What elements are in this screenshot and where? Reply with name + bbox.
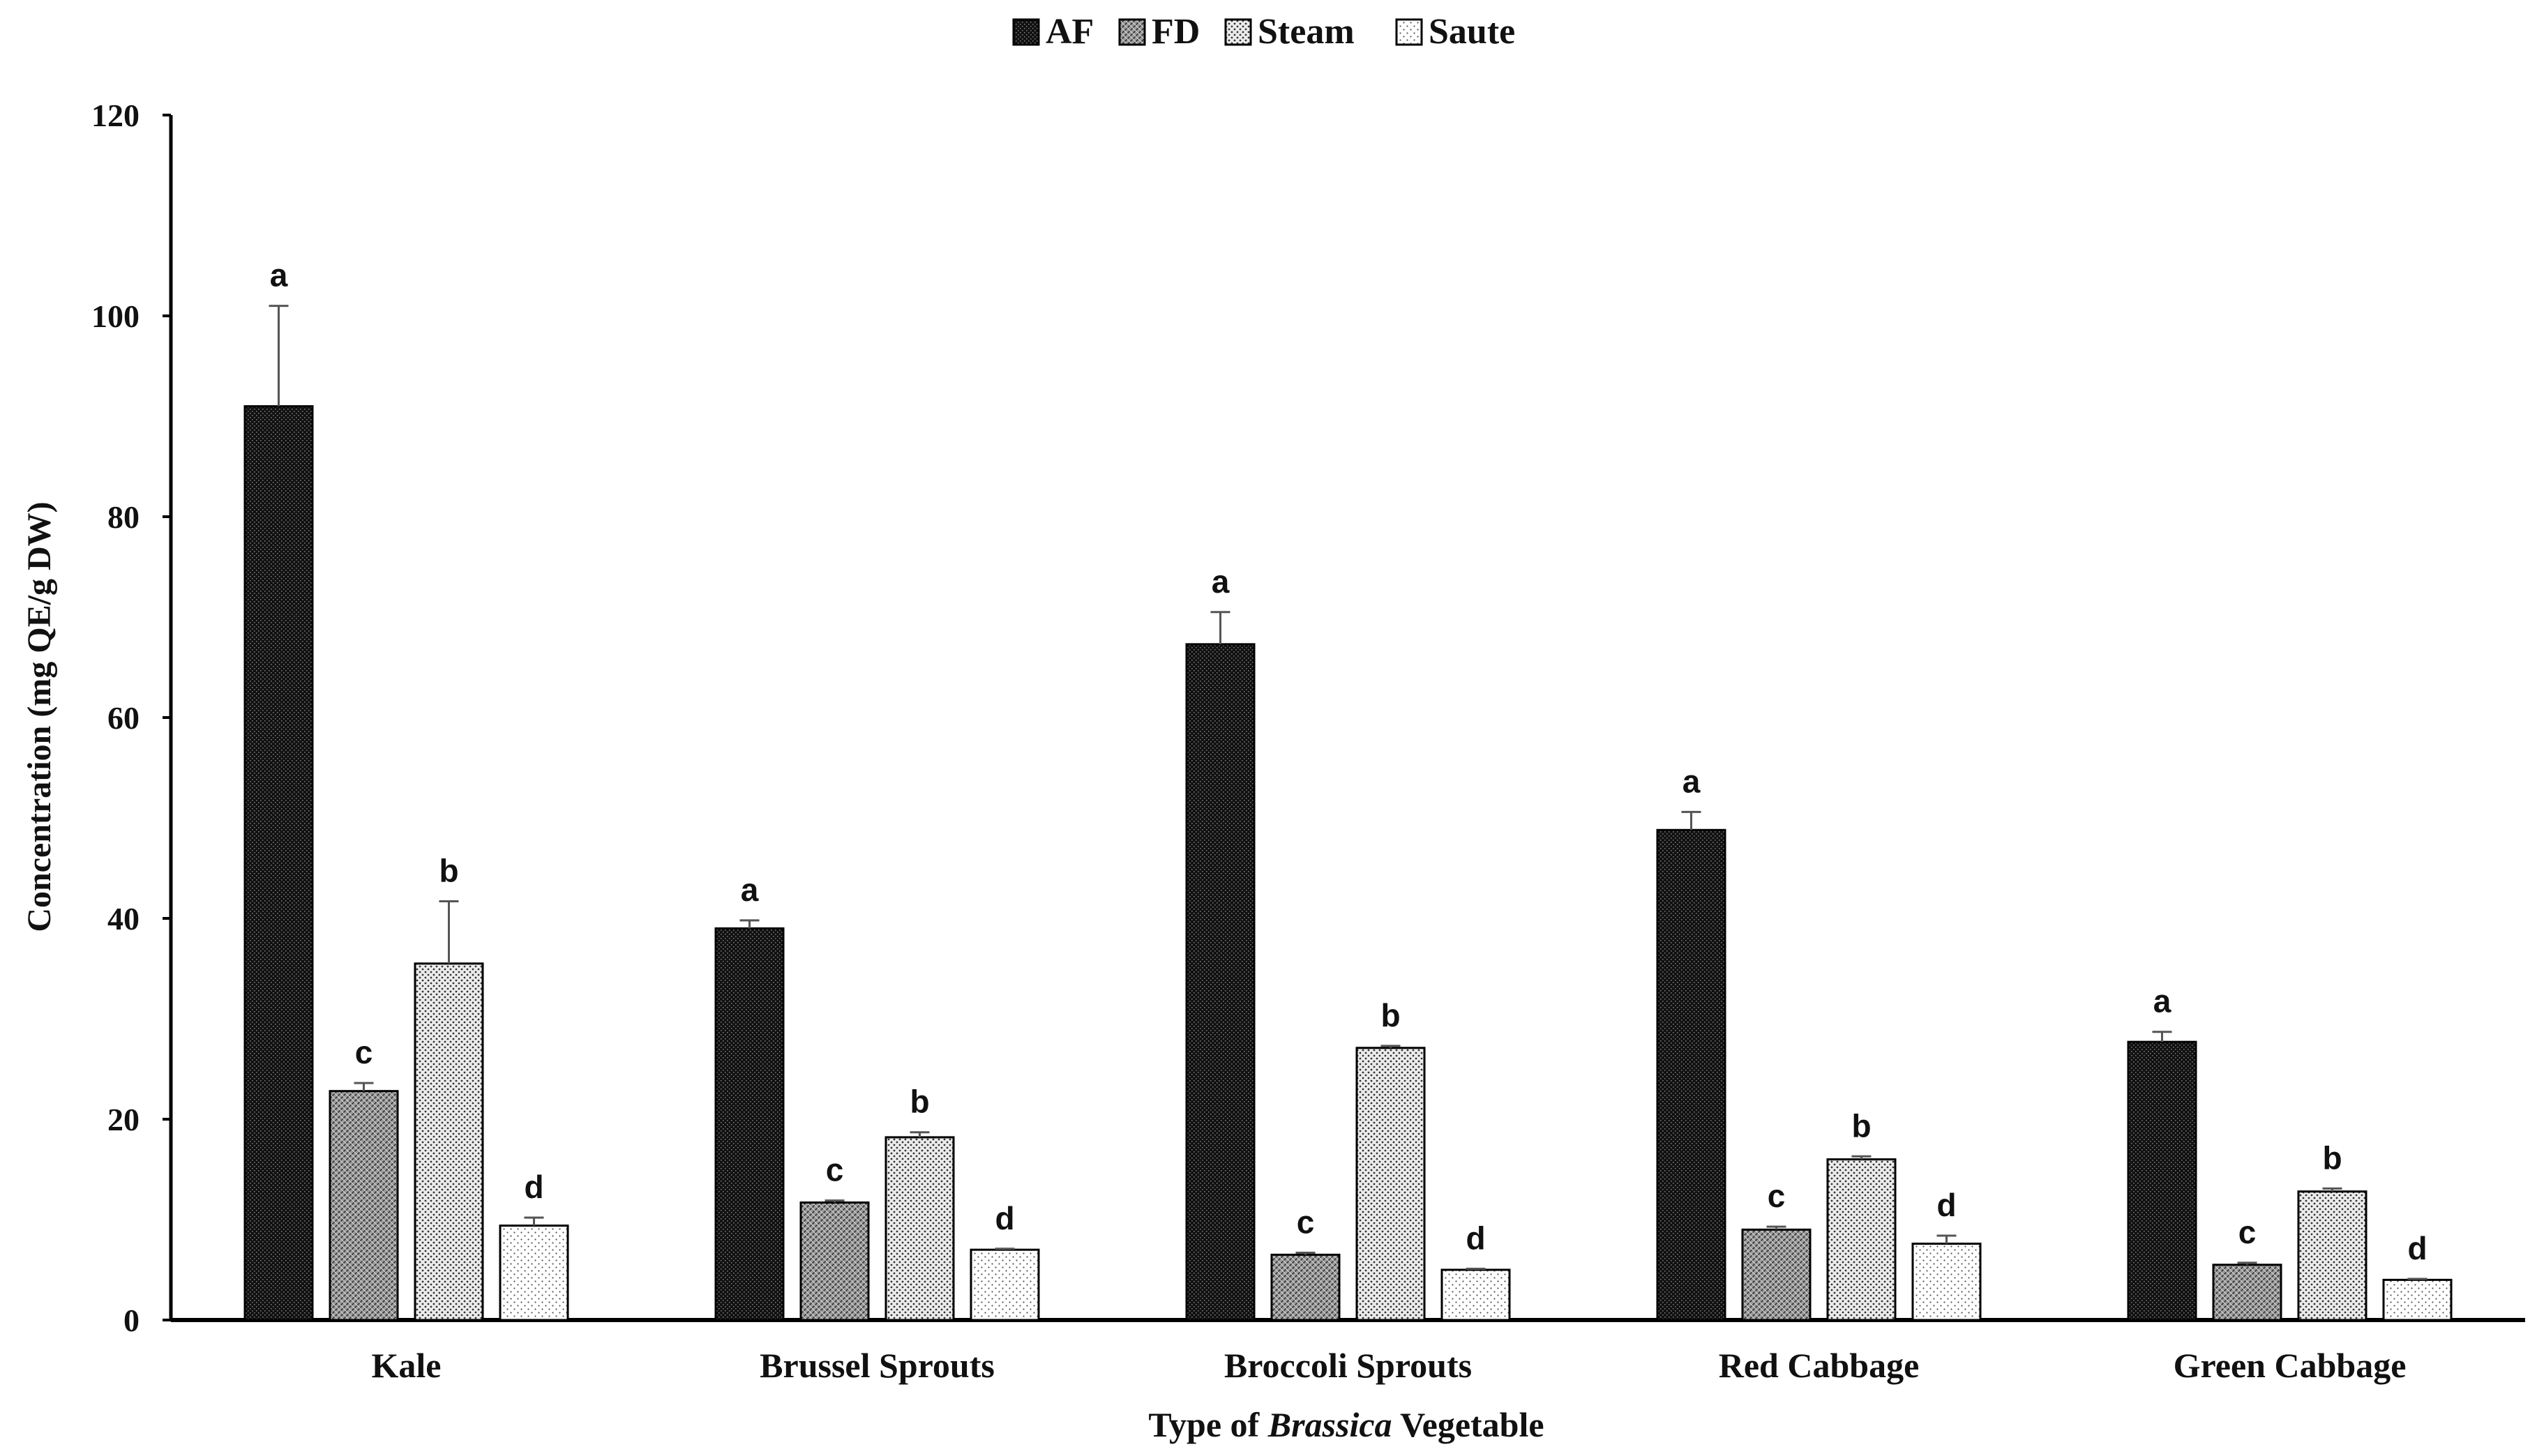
bar-af	[1656, 828, 1726, 1321]
y-tick-label: 60	[107, 700, 140, 736]
bar-steam	[1355, 1047, 1426, 1321]
legend-label-steam: Steam	[1258, 12, 1355, 52]
y-tick-label: 0	[123, 1303, 140, 1338]
significance-letter: b	[1851, 1107, 1871, 1144]
significance-letter: c	[355, 1034, 373, 1070]
significance-letter: c	[826, 1152, 844, 1188]
significance-letter: b	[910, 1084, 929, 1120]
significance-letter: c	[2238, 1214, 2257, 1250]
bar-fd	[1270, 1253, 1341, 1321]
bar-fd	[2212, 1264, 2282, 1321]
error-bars	[269, 305, 2427, 1280]
x-axis-title-part: Type of	[1148, 1405, 1267, 1444]
bar-saute	[1440, 1268, 1511, 1321]
bar-af	[2127, 1040, 2197, 1321]
x-tick-label: Green Cabbage	[2174, 1346, 2407, 1385]
y-tick-label: 100	[91, 298, 140, 334]
significance-letter: d	[524, 1169, 543, 1205]
bar-fd	[1741, 1228, 1812, 1321]
significance-letter: b	[439, 853, 458, 889]
significance-letter: a	[1682, 763, 1701, 799]
bar-steam	[1826, 1158, 1897, 1321]
significance-letter: c	[1297, 1204, 1315, 1241]
bar-fd	[799, 1201, 870, 1321]
x-axis-title-italic: Brassica	[1267, 1405, 1392, 1444]
y-tick-label: 40	[107, 901, 140, 936]
legend-label-fd: FD	[1152, 12, 1200, 52]
significance-letter: b	[1380, 997, 1400, 1033]
significance-letter: d	[1466, 1220, 1485, 1257]
x-axis: Kale Brussel Sprouts Broccoli Sprouts Red C…	[171, 1318, 2525, 1385]
bar-saute	[970, 1248, 1040, 1321]
x-tick-label: Red Cabbage	[1719, 1346, 1920, 1385]
significance-letter: c	[1768, 1178, 1786, 1214]
y-tick-label: 80	[107, 499, 140, 535]
bar-af	[1185, 643, 1256, 1321]
bar-steam	[2297, 1190, 2367, 1321]
significance-letter: a	[270, 257, 288, 294]
x-tick-label: Brussel Sprouts	[760, 1346, 995, 1385]
x-tick-label: Kale	[372, 1346, 442, 1385]
x-axis-title-part: Vegetable	[1392, 1405, 1544, 1444]
bar-steam	[884, 1136, 955, 1321]
bar-saute	[2382, 1278, 2453, 1321]
significance-letter: d	[995, 1200, 1014, 1236]
legend-swatch-af	[1012, 18, 1040, 46]
significance-letters: a a a a a c c c c c b b b b b d d d d d	[270, 257, 2427, 1266]
significance-letter: d	[1936, 1187, 1956, 1223]
legend-label-af: AF	[1046, 12, 1094, 52]
y-tick-label: 120	[91, 98, 140, 133]
bar-saute	[499, 1224, 569, 1321]
legend-swatch-saute	[1395, 18, 1423, 46]
legend-label-saute: Saute	[1429, 12, 1515, 52]
significance-letter: a	[2153, 983, 2171, 1019]
bar-fd	[329, 1090, 399, 1321]
bar-af	[714, 927, 785, 1321]
bar-af	[243, 405, 314, 1321]
bars	[243, 405, 2453, 1321]
y-axis-title: Concentration (mg QE/g DW)	[21, 501, 58, 932]
bar-saute	[1911, 1243, 1982, 1321]
legend-swatch-fd	[1118, 18, 1146, 46]
significance-letter: a	[741, 872, 759, 908]
significance-letter: a	[1212, 563, 1230, 600]
significance-letter: d	[2407, 1230, 2427, 1266]
y-axis: 0 20 40 60 80 100 120	[91, 98, 173, 1338]
legend: AF FD Steam Saute	[1012, 12, 1515, 52]
legend-swatch-steam	[1224, 18, 1252, 46]
x-axis-title: Type of Brassica Vegetable	[1148, 1405, 1544, 1444]
y-tick-label: 20	[107, 1102, 140, 1137]
significance-letter: b	[2322, 1139, 2342, 1176]
x-tick-label: Broccoli Sprouts	[1224, 1346, 1472, 1385]
bar-steam	[414, 962, 484, 1321]
